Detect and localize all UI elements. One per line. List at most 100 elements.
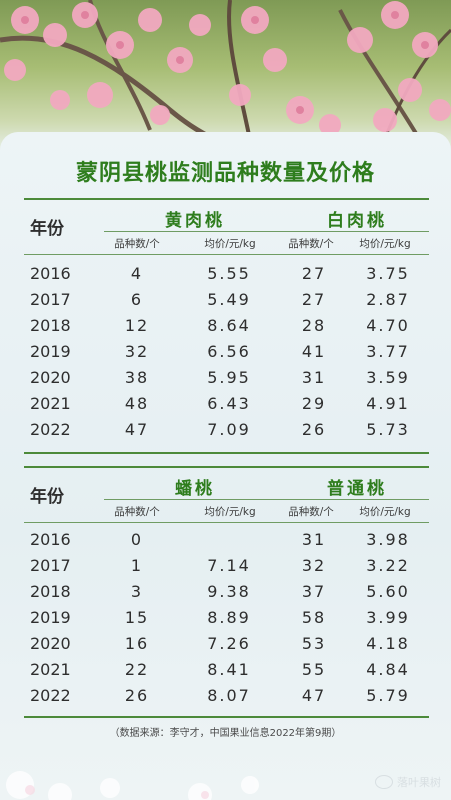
year-cell: 2021 — [30, 394, 71, 413]
price-cell: 5.60 — [366, 582, 410, 601]
price-cell: 4.91 — [366, 394, 410, 413]
count-cell: 53 — [301, 634, 327, 653]
count-cell: 27 — [301, 290, 327, 309]
price-cell: 4.18 — [366, 634, 410, 653]
count-cell: 28 — [301, 316, 327, 335]
watermark: 落叶果树 — [375, 774, 441, 790]
col-header-price: 均价/元/kg — [204, 506, 256, 518]
count-cell: 22 — [124, 660, 150, 679]
table-row: 2022 47 7.09 26 5.73 — [24, 420, 429, 446]
year-cell: 2020 — [30, 368, 71, 387]
table-row: 2019 32 6.56 41 3.77 — [24, 342, 429, 368]
table-top-rule — [24, 466, 429, 468]
price-cell: 5.95 — [207, 368, 251, 387]
blossom-illustration — [0, 0, 451, 150]
count-cell: 27 — [301, 264, 327, 283]
price-cell: 7.26 — [207, 634, 251, 653]
price-cell: 3.77 — [366, 342, 410, 361]
count-cell: 3 — [130, 582, 144, 601]
year-cell: 2018 — [30, 582, 71, 601]
table-row: 2016 0 31 3.98 — [24, 530, 429, 556]
year-cell: 2022 — [30, 420, 71, 439]
year-cell: 2017 — [30, 290, 71, 309]
year-cell: 2021 — [30, 660, 71, 679]
table-row: 2016 4 5.55 27 3.75 — [24, 264, 429, 290]
table-yellow-white-peach: 年份 黄肉桃 白肉桃 品种数/个 均价/元/kg 品种数/个 均价/元/kg 2… — [24, 198, 429, 454]
price-cell: 3.99 — [366, 608, 410, 627]
count-cell: 55 — [301, 660, 327, 679]
table-row: 2021 48 6.43 29 4.91 — [24, 394, 429, 420]
count-cell: 29 — [301, 394, 327, 413]
year-cell: 2016 — [30, 530, 71, 549]
table-row: 2021 22 8.41 55 4.84 — [24, 660, 429, 686]
data-source-note: （数据来源：李守才，中国果业信息2022年第9期） — [109, 728, 342, 739]
year-cell: 2017 — [30, 556, 71, 575]
count-cell: 26 — [124, 686, 150, 705]
year-cell: 2020 — [30, 634, 71, 653]
group-underline — [104, 231, 429, 232]
watermark-text: 落叶果树 — [397, 776, 441, 789]
count-cell: 31 — [301, 368, 327, 387]
price-cell: 6.56 — [207, 342, 251, 361]
table-top-rule — [24, 198, 429, 200]
count-cell: 58 — [301, 608, 327, 627]
price-cell: 3.59 — [366, 368, 410, 387]
price-cell: 5.49 — [207, 290, 251, 309]
price-cell: 7.14 — [207, 556, 251, 575]
wechat-icon — [375, 775, 393, 789]
count-cell: 48 — [124, 394, 150, 413]
count-cell: 47 — [301, 686, 327, 705]
col-header-count: 品种数/个 — [114, 238, 160, 250]
page-title: 蒙阴县桃监测品种数量及价格 — [75, 161, 375, 186]
year-cell: 2019 — [30, 608, 71, 627]
year-cell: 2018 — [30, 316, 71, 335]
col-header-price: 均价/元/kg — [359, 506, 411, 518]
col-header-price: 均价/元/kg — [359, 238, 411, 250]
count-cell: 6 — [130, 290, 144, 309]
price-cell: 8.64 — [207, 316, 251, 335]
count-cell: 41 — [301, 342, 327, 361]
price-cell: 8.89 — [207, 608, 251, 627]
price-cell: 2.87 — [366, 290, 410, 309]
table-bottom-rule — [24, 716, 429, 718]
price-cell: 4.70 — [366, 316, 410, 335]
price-cell: 7.09 — [207, 420, 251, 439]
group-header-common-peach: 普通桃 — [327, 479, 387, 499]
price-cell: 6.43 — [207, 394, 251, 413]
table-row: 2020 38 5.95 31 3.59 — [24, 368, 429, 394]
count-cell: 12 — [124, 316, 150, 335]
price-cell: 3.75 — [366, 264, 410, 283]
year-cell: 2022 — [30, 686, 71, 705]
price-cell: 3.22 — [366, 556, 410, 575]
group-header-flat-peach: 蟠桃 — [175, 479, 215, 499]
col-header-count: 品种数/个 — [288, 506, 334, 518]
table-row: 2018 3 9.38 37 5.60 — [24, 582, 429, 608]
price-cell: 5.55 — [207, 264, 251, 283]
count-cell: 15 — [124, 608, 150, 627]
year-header: 年份 — [30, 487, 64, 507]
bottom-blossom-decoration — [6, 771, 259, 800]
table-row: 2020 16 7.26 53 4.18 — [24, 634, 429, 660]
table-row: 2017 6 5.49 27 2.87 — [24, 290, 429, 316]
year-cell: 2019 — [30, 342, 71, 361]
count-cell: 32 — [124, 342, 150, 361]
table-row: 2017 1 7.14 32 3.22 — [24, 556, 429, 582]
table-row: 2018 12 8.64 28 4.70 — [24, 316, 429, 342]
table-row: 2022 26 8.07 47 5.79 — [24, 686, 429, 712]
price-cell: 3.98 — [366, 530, 410, 549]
price-cell: 8.41 — [207, 660, 251, 679]
group-header-yellow-peach: 黄肉桃 — [165, 211, 225, 231]
table-bottom-rule — [24, 452, 429, 454]
col-header-price: 均价/元/kg — [204, 238, 256, 250]
year-cell: 2016 — [30, 264, 71, 283]
count-cell: 38 — [124, 368, 150, 387]
count-cell: 1 — [130, 556, 144, 575]
peach-blossom-banner — [0, 0, 451, 150]
price-cell: 4.84 — [366, 660, 410, 679]
count-cell: 32 — [301, 556, 327, 575]
year-header: 年份 — [30, 219, 64, 239]
header-rule — [24, 522, 429, 523]
group-header-white-peach: 白肉桃 — [327, 211, 387, 231]
count-cell: 0 — [130, 530, 144, 549]
count-cell: 37 — [301, 582, 327, 601]
